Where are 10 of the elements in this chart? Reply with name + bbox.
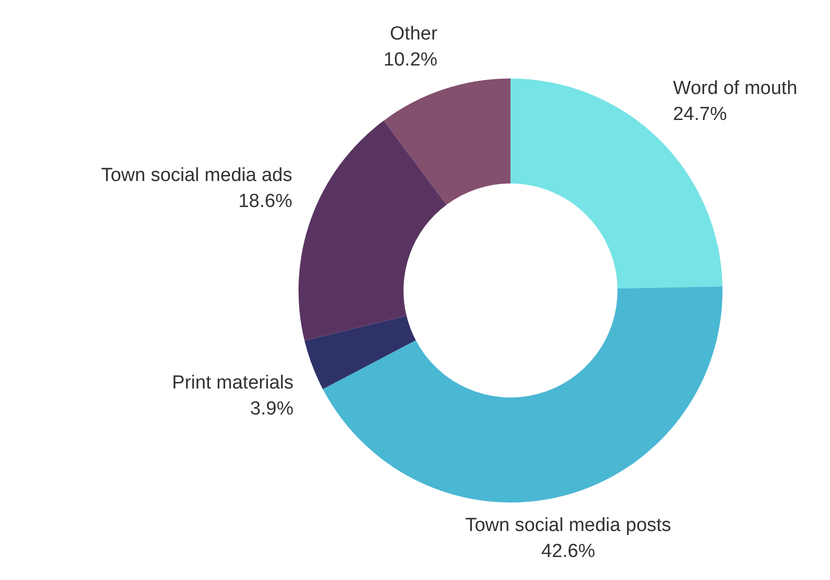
data-label: 42.6% — [541, 541, 596, 562]
slice-label: Word of mouth — [672, 78, 798, 99]
slice-label: Town social media ads — [101, 164, 292, 186]
slice-label: Town social media posts — [465, 515, 672, 536]
data-label: 3.9% — [250, 398, 294, 420]
data-label: 18.6% — [238, 190, 292, 212]
data-label: 24.7% — [672, 104, 727, 125]
slice-label: Other — [390, 23, 438, 44]
slice-label: Print materials — [172, 372, 294, 394]
data-label: 10.2% — [384, 49, 438, 70]
